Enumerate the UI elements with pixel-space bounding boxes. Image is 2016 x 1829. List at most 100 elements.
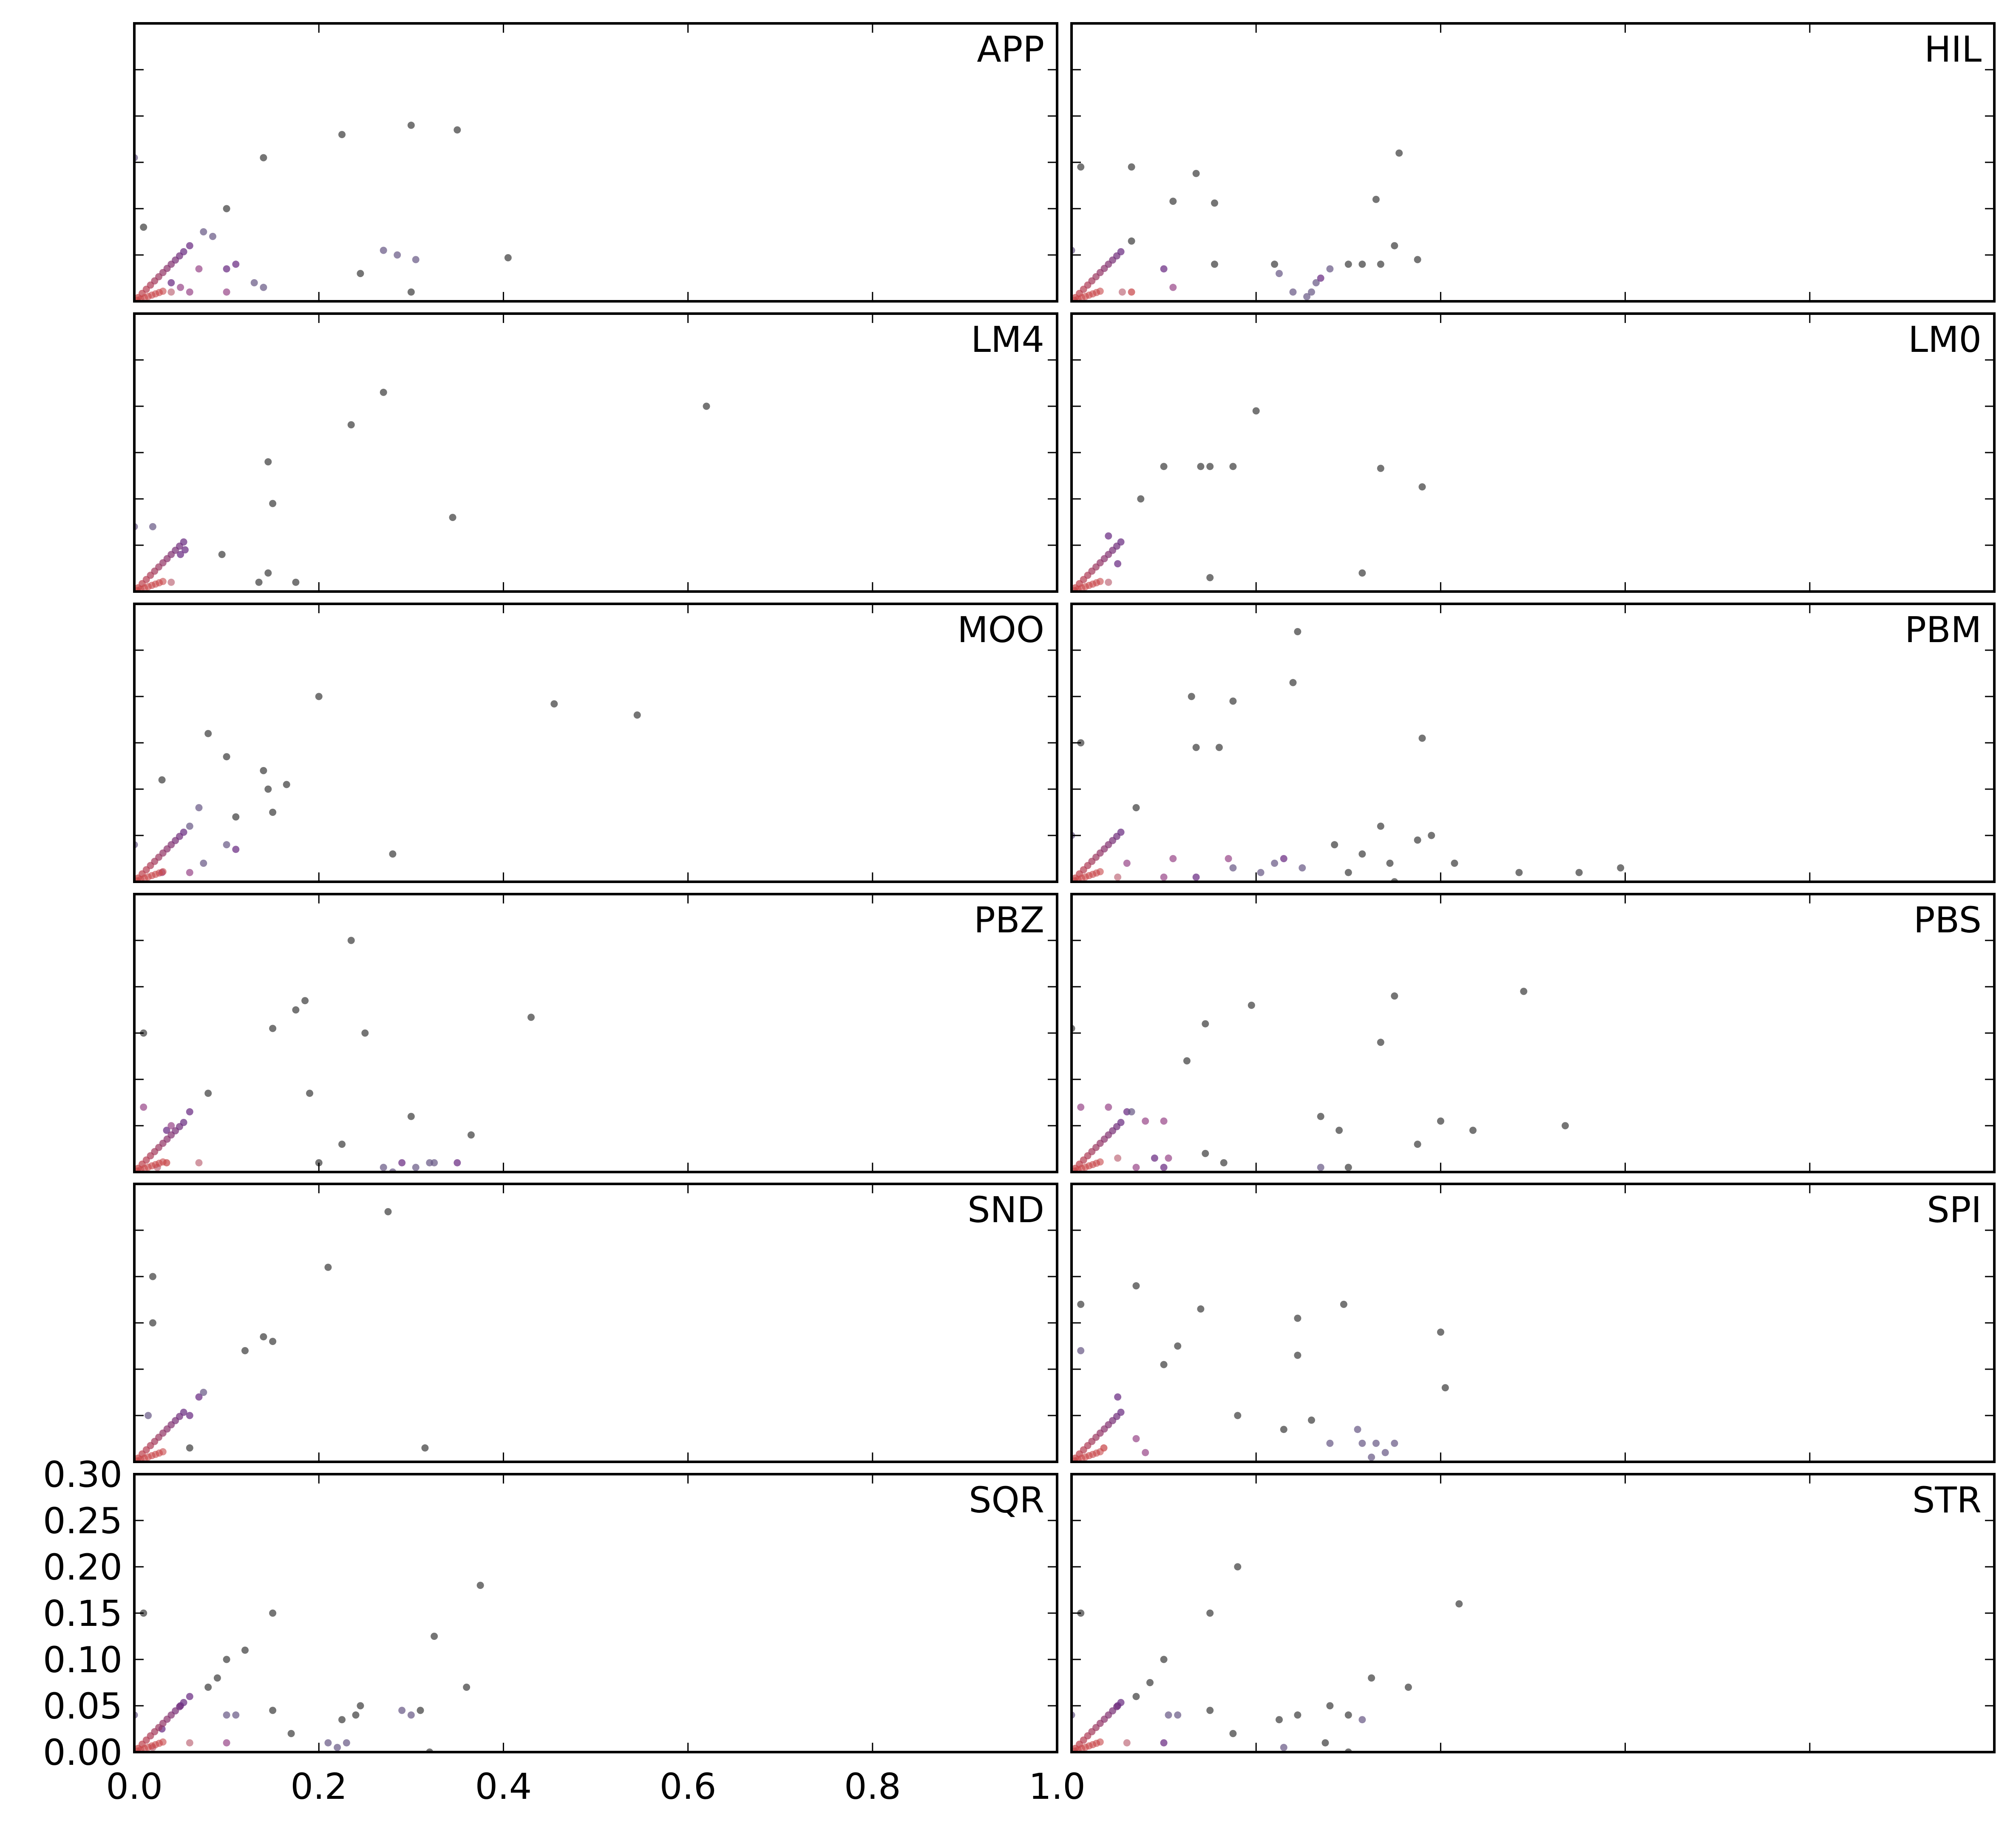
data-point [1308, 1416, 1315, 1424]
data-point [463, 1683, 471, 1691]
data-point [1321, 1739, 1329, 1747]
data-point [1368, 1674, 1375, 1682]
data-point [167, 578, 175, 586]
data-point [1391, 242, 1398, 249]
data-point [1077, 163, 1085, 171]
data-point [1096, 1158, 1104, 1166]
scatter-points [1072, 407, 1426, 592]
data-point [1469, 1127, 1477, 1134]
data-point [1169, 855, 1177, 862]
data-point [1280, 855, 1287, 862]
data-point [1358, 1439, 1366, 1447]
data-point [1160, 463, 1168, 470]
data-point [338, 1141, 346, 1148]
data-point [1418, 734, 1426, 742]
data-point [255, 578, 263, 586]
data-point [223, 1739, 230, 1747]
panel-label: HIL [1924, 28, 1982, 70]
data-point [223, 205, 230, 212]
data-point [232, 846, 240, 853]
data-point [264, 458, 272, 466]
data-point [1271, 859, 1279, 867]
panel-background [134, 604, 1057, 882]
data-point [1437, 1117, 1444, 1125]
data-point [338, 131, 346, 139]
data-point [315, 693, 323, 700]
panel-ticks [1072, 23, 1994, 301]
data-point [177, 551, 184, 558]
data-point [1105, 1103, 1112, 1111]
panel-str: STR [1070, 1473, 1996, 1753]
data-point [1451, 859, 1458, 867]
data-point [260, 1333, 267, 1341]
y-tick-label: 0.10 [43, 1639, 122, 1681]
data-point [1192, 873, 1200, 881]
data-point [195, 1393, 203, 1401]
data-point [1132, 1282, 1140, 1290]
panel-background [1072, 1184, 1994, 1462]
data-point [232, 260, 240, 268]
data-point [454, 1159, 461, 1166]
panel-ticks [134, 23, 1057, 301]
data-point [269, 1707, 277, 1714]
y-tick-label: 0.00 [43, 1732, 122, 1773]
data-point [195, 804, 203, 812]
data-point [1418, 483, 1426, 491]
data-point [1169, 283, 1177, 291]
data-point [1520, 988, 1528, 995]
panel-background [1072, 604, 1994, 882]
data-point [1160, 1656, 1168, 1663]
data-point [1391, 1439, 1398, 1447]
data-point [1414, 836, 1421, 844]
panel-frame [1070, 22, 1996, 303]
data-point [476, 1582, 484, 1589]
y-tick-labels: 0.00 0.050.10 0.15 0.200.25 0.30 [43, 1454, 122, 1773]
data-point [1160, 265, 1168, 273]
y-tick-label: 0.15 [43, 1593, 122, 1634]
panel-label: LM0 [1908, 319, 1982, 360]
data-point [167, 288, 175, 296]
x-tick-label: 0.8 [844, 1766, 901, 1807]
panel-frame [133, 1473, 1058, 1753]
panel-frame [1070, 603, 1996, 883]
scatter-points [134, 1208, 429, 1462]
data-point [232, 1711, 240, 1719]
data-point [421, 1444, 429, 1452]
data-point [1183, 1057, 1191, 1065]
data-point [1344, 869, 1352, 876]
panel-pbs: PBS [1070, 893, 1996, 1173]
panel-grid: APP HIL LM4 LM0 MOO PBM PBZ PBS SND SPI SQR STR [133, 22, 1996, 1753]
data-point [1117, 828, 1125, 836]
data-point [417, 1707, 424, 1714]
data-point [186, 1412, 193, 1419]
data-point [1340, 1300, 1347, 1308]
data-point [287, 1730, 295, 1737]
data-point [1280, 1744, 1287, 1751]
x-tick-label: 0.4 [475, 1766, 532, 1807]
data-point [1165, 1711, 1172, 1719]
data-point [1326, 1702, 1334, 1710]
data-point [1077, 1103, 1085, 1111]
data-point [1174, 1342, 1182, 1350]
panel-snd: SND [133, 1183, 1058, 1463]
data-point [223, 1711, 230, 1719]
data-point [1280, 1426, 1287, 1433]
panel-background [134, 23, 1057, 301]
data-point [269, 1609, 277, 1617]
data-point [1114, 560, 1122, 568]
data-point [223, 1656, 230, 1663]
data-point [324, 1739, 332, 1747]
data-point [1312, 279, 1320, 286]
data-point [269, 1338, 277, 1345]
data-point [159, 287, 167, 295]
panel-moo: MOO [133, 603, 1058, 883]
scatter-points [1072, 1282, 1449, 1462]
data-point [380, 246, 387, 254]
data-point [1137, 495, 1145, 503]
data-point [412, 256, 420, 263]
panel-label: SPI [1927, 1189, 1982, 1231]
data-point [504, 254, 512, 261]
data-point [1229, 697, 1237, 705]
data-point [1151, 1154, 1158, 1162]
data-point [200, 228, 207, 235]
